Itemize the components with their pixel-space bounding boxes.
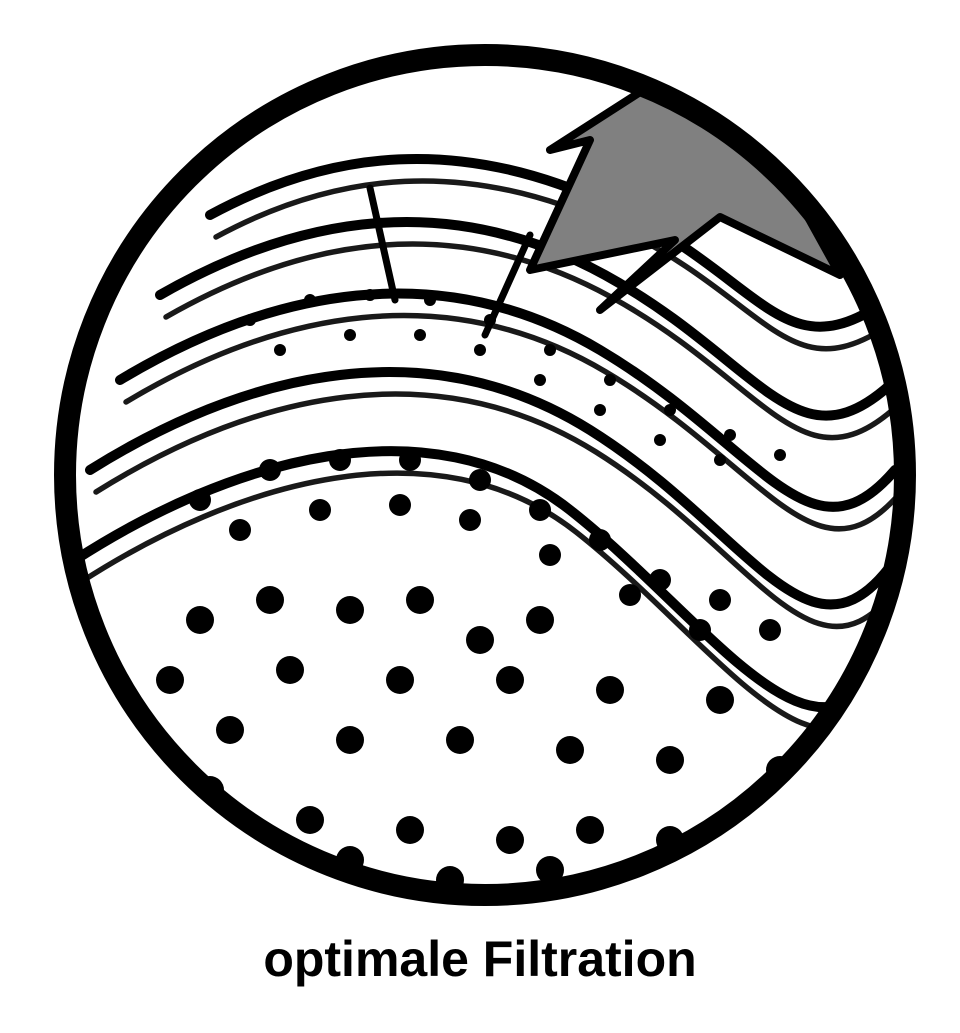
caption-text: optimale Filtration [0,930,960,988]
filtration-diagram [50,40,920,910]
